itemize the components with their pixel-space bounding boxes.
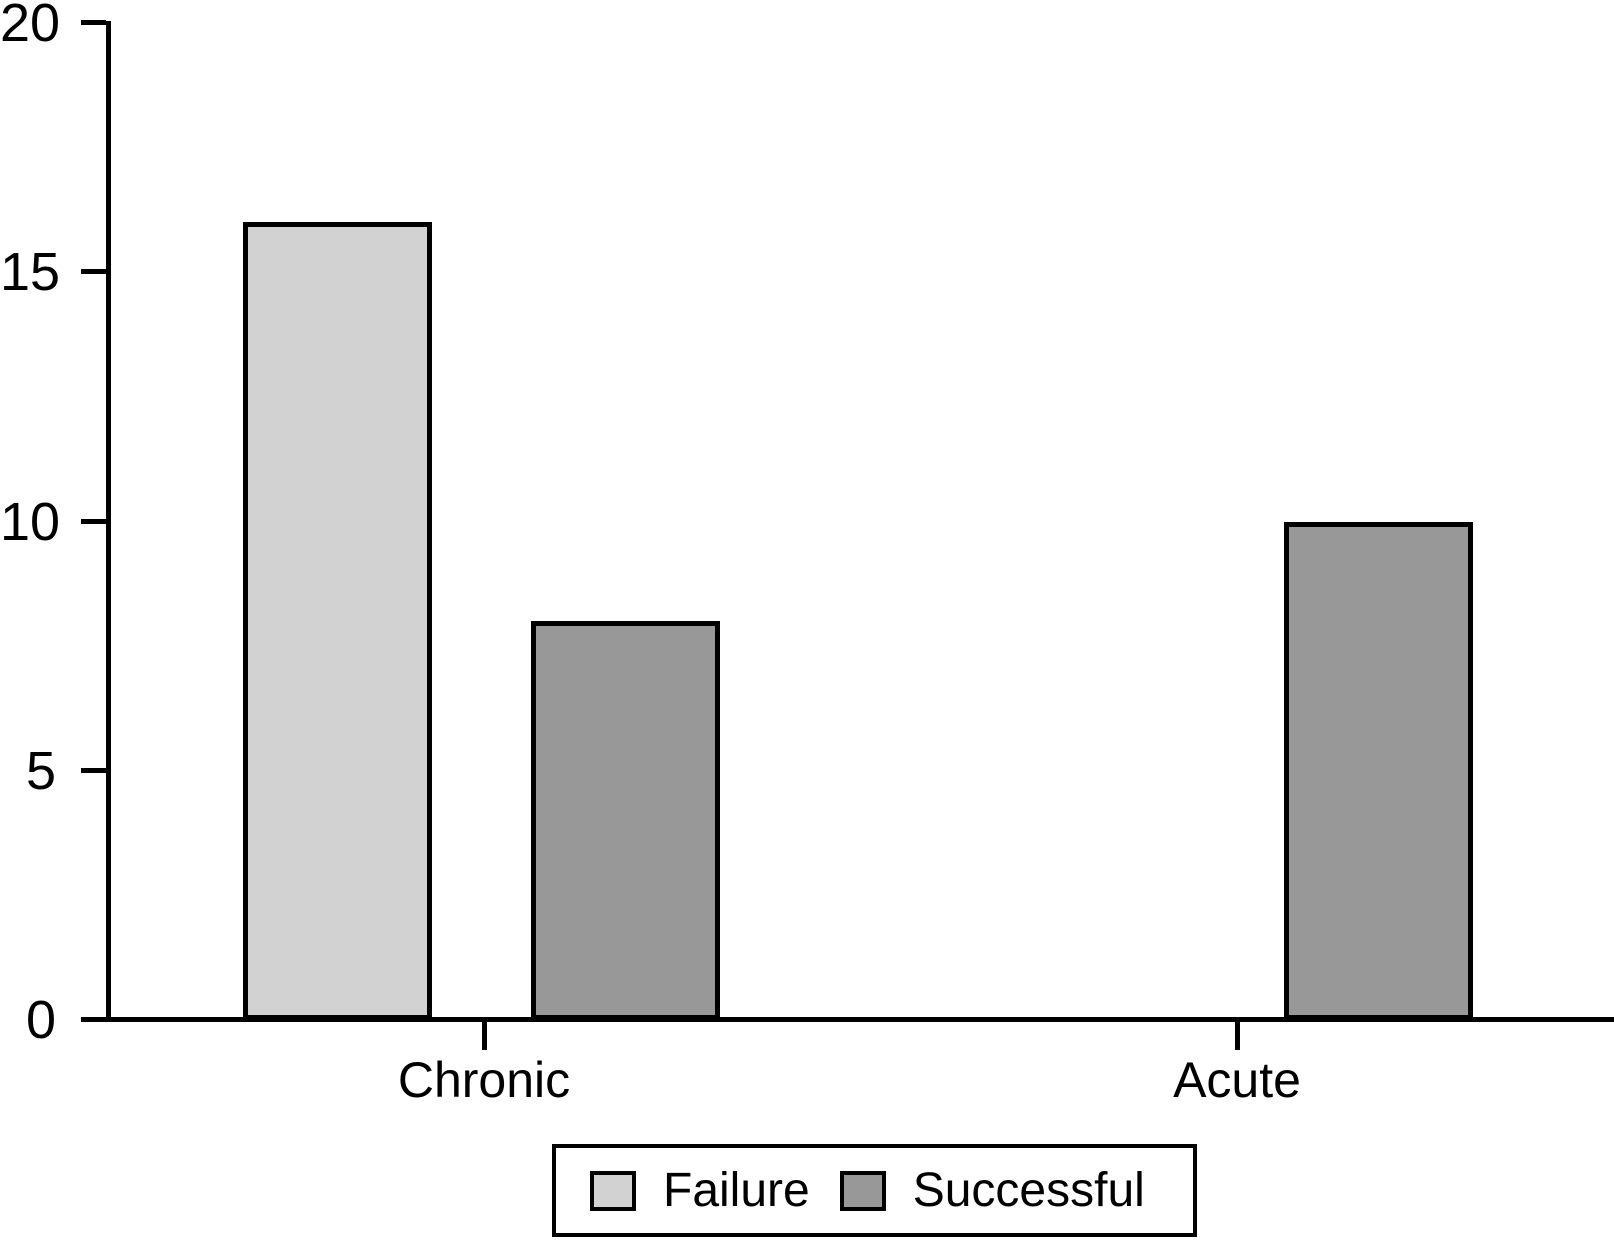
legend: Failure Successful xyxy=(552,1144,1197,1237)
category-label-chronic: Chronic xyxy=(397,1052,571,1108)
y-tick-label-10: 10 xyxy=(0,491,61,552)
legend-swatch-failure xyxy=(590,1170,636,1211)
x-axis-line xyxy=(106,1017,1614,1022)
x-tick-chronic xyxy=(482,1022,487,1050)
y-tick-5 xyxy=(81,767,106,773)
x-tick-acute xyxy=(1235,1022,1240,1050)
category-label-acute: Acute xyxy=(1173,1052,1301,1108)
legend-label-successful: Successful xyxy=(912,1163,1145,1217)
bar-acute-successful xyxy=(1284,521,1473,1020)
y-tick-label-15: 15 xyxy=(0,242,61,303)
y-tick-label-20: 20 xyxy=(0,0,61,53)
y-tick-0 xyxy=(81,1017,106,1022)
legend-item-failure: Failure xyxy=(590,1163,810,1217)
bar-chronic-successful xyxy=(531,621,720,1020)
y-tick-label-0: 0 xyxy=(25,990,56,1050)
y-tick-15 xyxy=(81,269,106,275)
y-tick-10 xyxy=(81,518,106,524)
y-tick-label-5: 5 xyxy=(25,740,56,801)
y-tick-20 xyxy=(81,20,106,25)
legend-swatch-successful xyxy=(839,1170,886,1211)
legend-label-failure: Failure xyxy=(663,1163,810,1217)
legend-item-successful: Successful xyxy=(839,1163,1145,1217)
y-axis-line xyxy=(106,21,111,1022)
bar-chronic-failure xyxy=(243,222,432,1020)
